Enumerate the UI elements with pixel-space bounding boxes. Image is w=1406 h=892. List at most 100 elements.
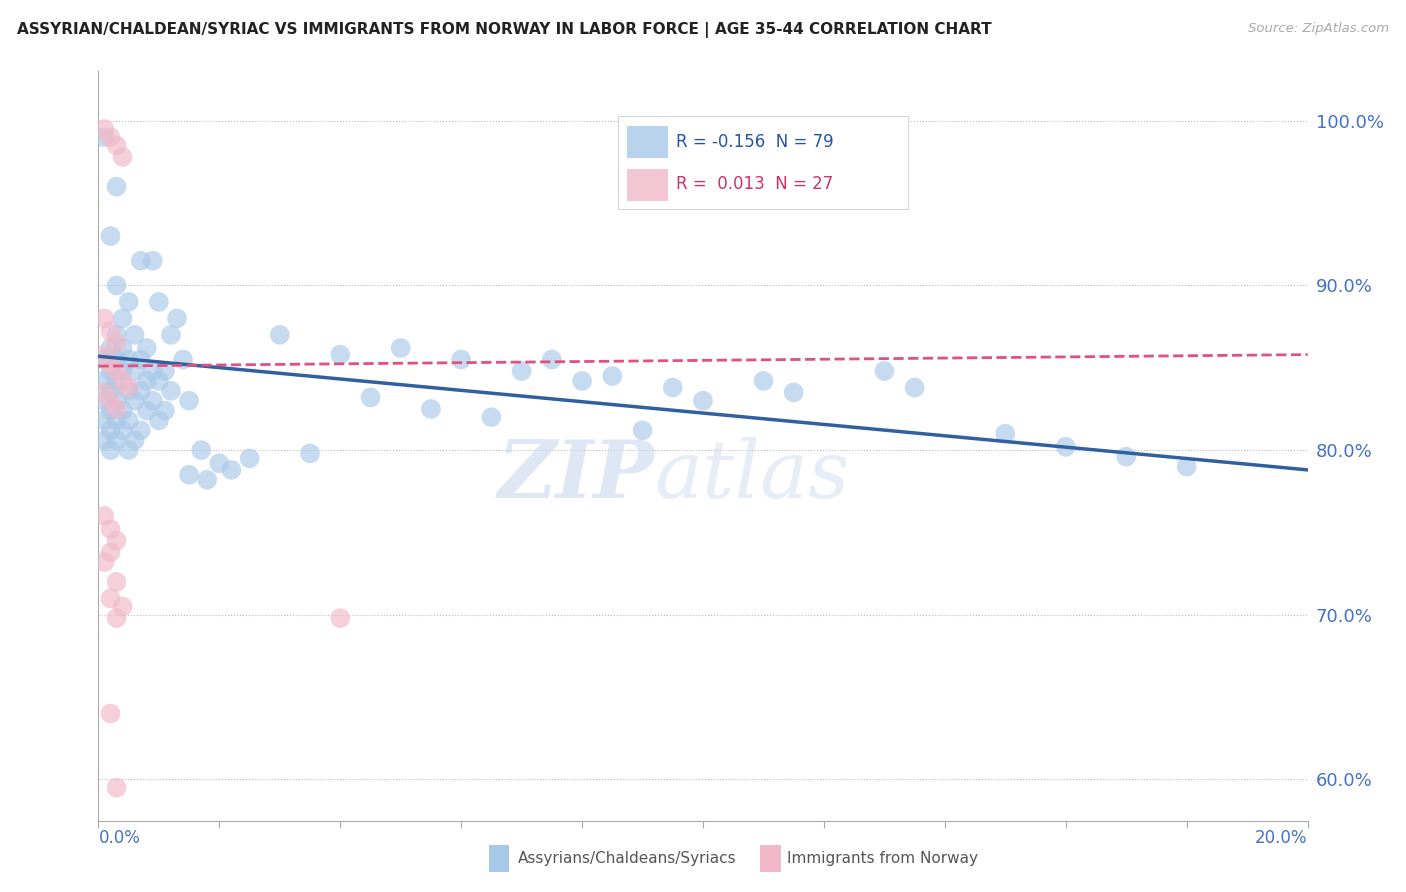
Point — [135, 374, 157, 388]
Point — [100, 522, 122, 536]
Point — [148, 374, 170, 388]
Point — [1175, 459, 1198, 474]
Point — [105, 336, 128, 351]
Point — [105, 393, 128, 408]
Point — [111, 423, 134, 437]
Point — [299, 446, 322, 460]
Point — [100, 364, 122, 378]
Point — [450, 352, 472, 367]
Point — [571, 374, 593, 388]
Text: Assyrians/Chaldeans/Syriacs: Assyrians/Chaldeans/Syriacs — [517, 851, 735, 865]
Text: atlas: atlas — [655, 437, 851, 515]
Point — [118, 413, 141, 427]
Point — [100, 443, 122, 458]
Point — [129, 423, 152, 437]
Point — [100, 393, 122, 408]
Point — [100, 423, 122, 437]
Point — [105, 533, 128, 548]
Point — [105, 327, 128, 342]
Point — [208, 456, 231, 470]
Point — [631, 423, 654, 437]
Point — [93, 348, 115, 362]
Point — [93, 385, 115, 400]
Point — [752, 374, 775, 388]
Point — [142, 393, 165, 408]
Text: ASSYRIAN/CHALDEAN/SYRIAC VS IMMIGRANTS FROM NORWAY IN LABOR FORCE | AGE 35-44 CO: ASSYRIAN/CHALDEAN/SYRIAC VS IMMIGRANTS F… — [17, 22, 991, 38]
Point — [160, 327, 183, 342]
Point — [111, 599, 134, 614]
Text: Source: ZipAtlas.com: Source: ZipAtlas.com — [1249, 22, 1389, 36]
Point — [105, 413, 128, 427]
Point — [105, 278, 128, 293]
Point — [100, 403, 122, 417]
Point — [118, 352, 141, 367]
Point — [111, 403, 134, 417]
Point — [153, 364, 176, 378]
Point — [93, 555, 115, 569]
Point — [221, 463, 243, 477]
Point — [105, 780, 128, 795]
Point — [329, 348, 352, 362]
Point — [510, 364, 533, 378]
Point — [135, 403, 157, 417]
Point — [100, 341, 122, 355]
Point — [118, 384, 141, 398]
Point — [118, 294, 141, 309]
Point — [994, 426, 1017, 441]
Point — [135, 341, 157, 355]
Point — [93, 311, 115, 326]
Point — [100, 591, 122, 606]
Point — [118, 443, 141, 458]
Point — [172, 352, 194, 367]
Point — [118, 380, 141, 394]
Point — [105, 574, 128, 589]
Point — [269, 327, 291, 342]
Point — [389, 341, 412, 355]
Point — [329, 611, 352, 625]
Point — [100, 358, 122, 372]
Point — [105, 374, 128, 388]
Point — [148, 294, 170, 309]
Point — [93, 413, 115, 427]
Point — [100, 325, 122, 339]
Point — [93, 374, 115, 388]
Point — [111, 311, 134, 326]
Point — [105, 179, 128, 194]
Point — [93, 352, 115, 367]
Point — [129, 352, 152, 367]
Point — [93, 122, 115, 136]
Point — [105, 401, 128, 416]
Point — [179, 467, 201, 482]
Point — [100, 130, 122, 145]
Point — [129, 384, 152, 398]
Point — [1054, 440, 1077, 454]
Point — [105, 434, 128, 448]
Point — [129, 253, 152, 268]
Point — [360, 391, 382, 405]
Point — [100, 384, 122, 398]
Point — [111, 374, 134, 388]
Point — [904, 380, 927, 394]
Point — [111, 364, 134, 378]
Point — [661, 380, 683, 394]
Text: 20.0%: 20.0% — [1256, 829, 1308, 847]
Point — [93, 130, 115, 145]
Point — [540, 352, 562, 367]
Point — [602, 369, 624, 384]
Point — [124, 364, 146, 378]
Point — [100, 706, 122, 721]
Point — [239, 451, 262, 466]
Point — [1115, 450, 1137, 464]
Point — [153, 403, 176, 417]
Point — [105, 352, 128, 367]
Point — [124, 327, 146, 342]
Point — [105, 611, 128, 625]
Point — [481, 410, 503, 425]
Point — [142, 364, 165, 378]
Point — [111, 341, 134, 355]
Text: Immigrants from Norway: Immigrants from Norway — [787, 851, 979, 865]
Point — [783, 385, 806, 400]
Point — [100, 545, 122, 559]
Text: ZIP: ZIP — [498, 437, 655, 515]
Point — [124, 434, 146, 448]
